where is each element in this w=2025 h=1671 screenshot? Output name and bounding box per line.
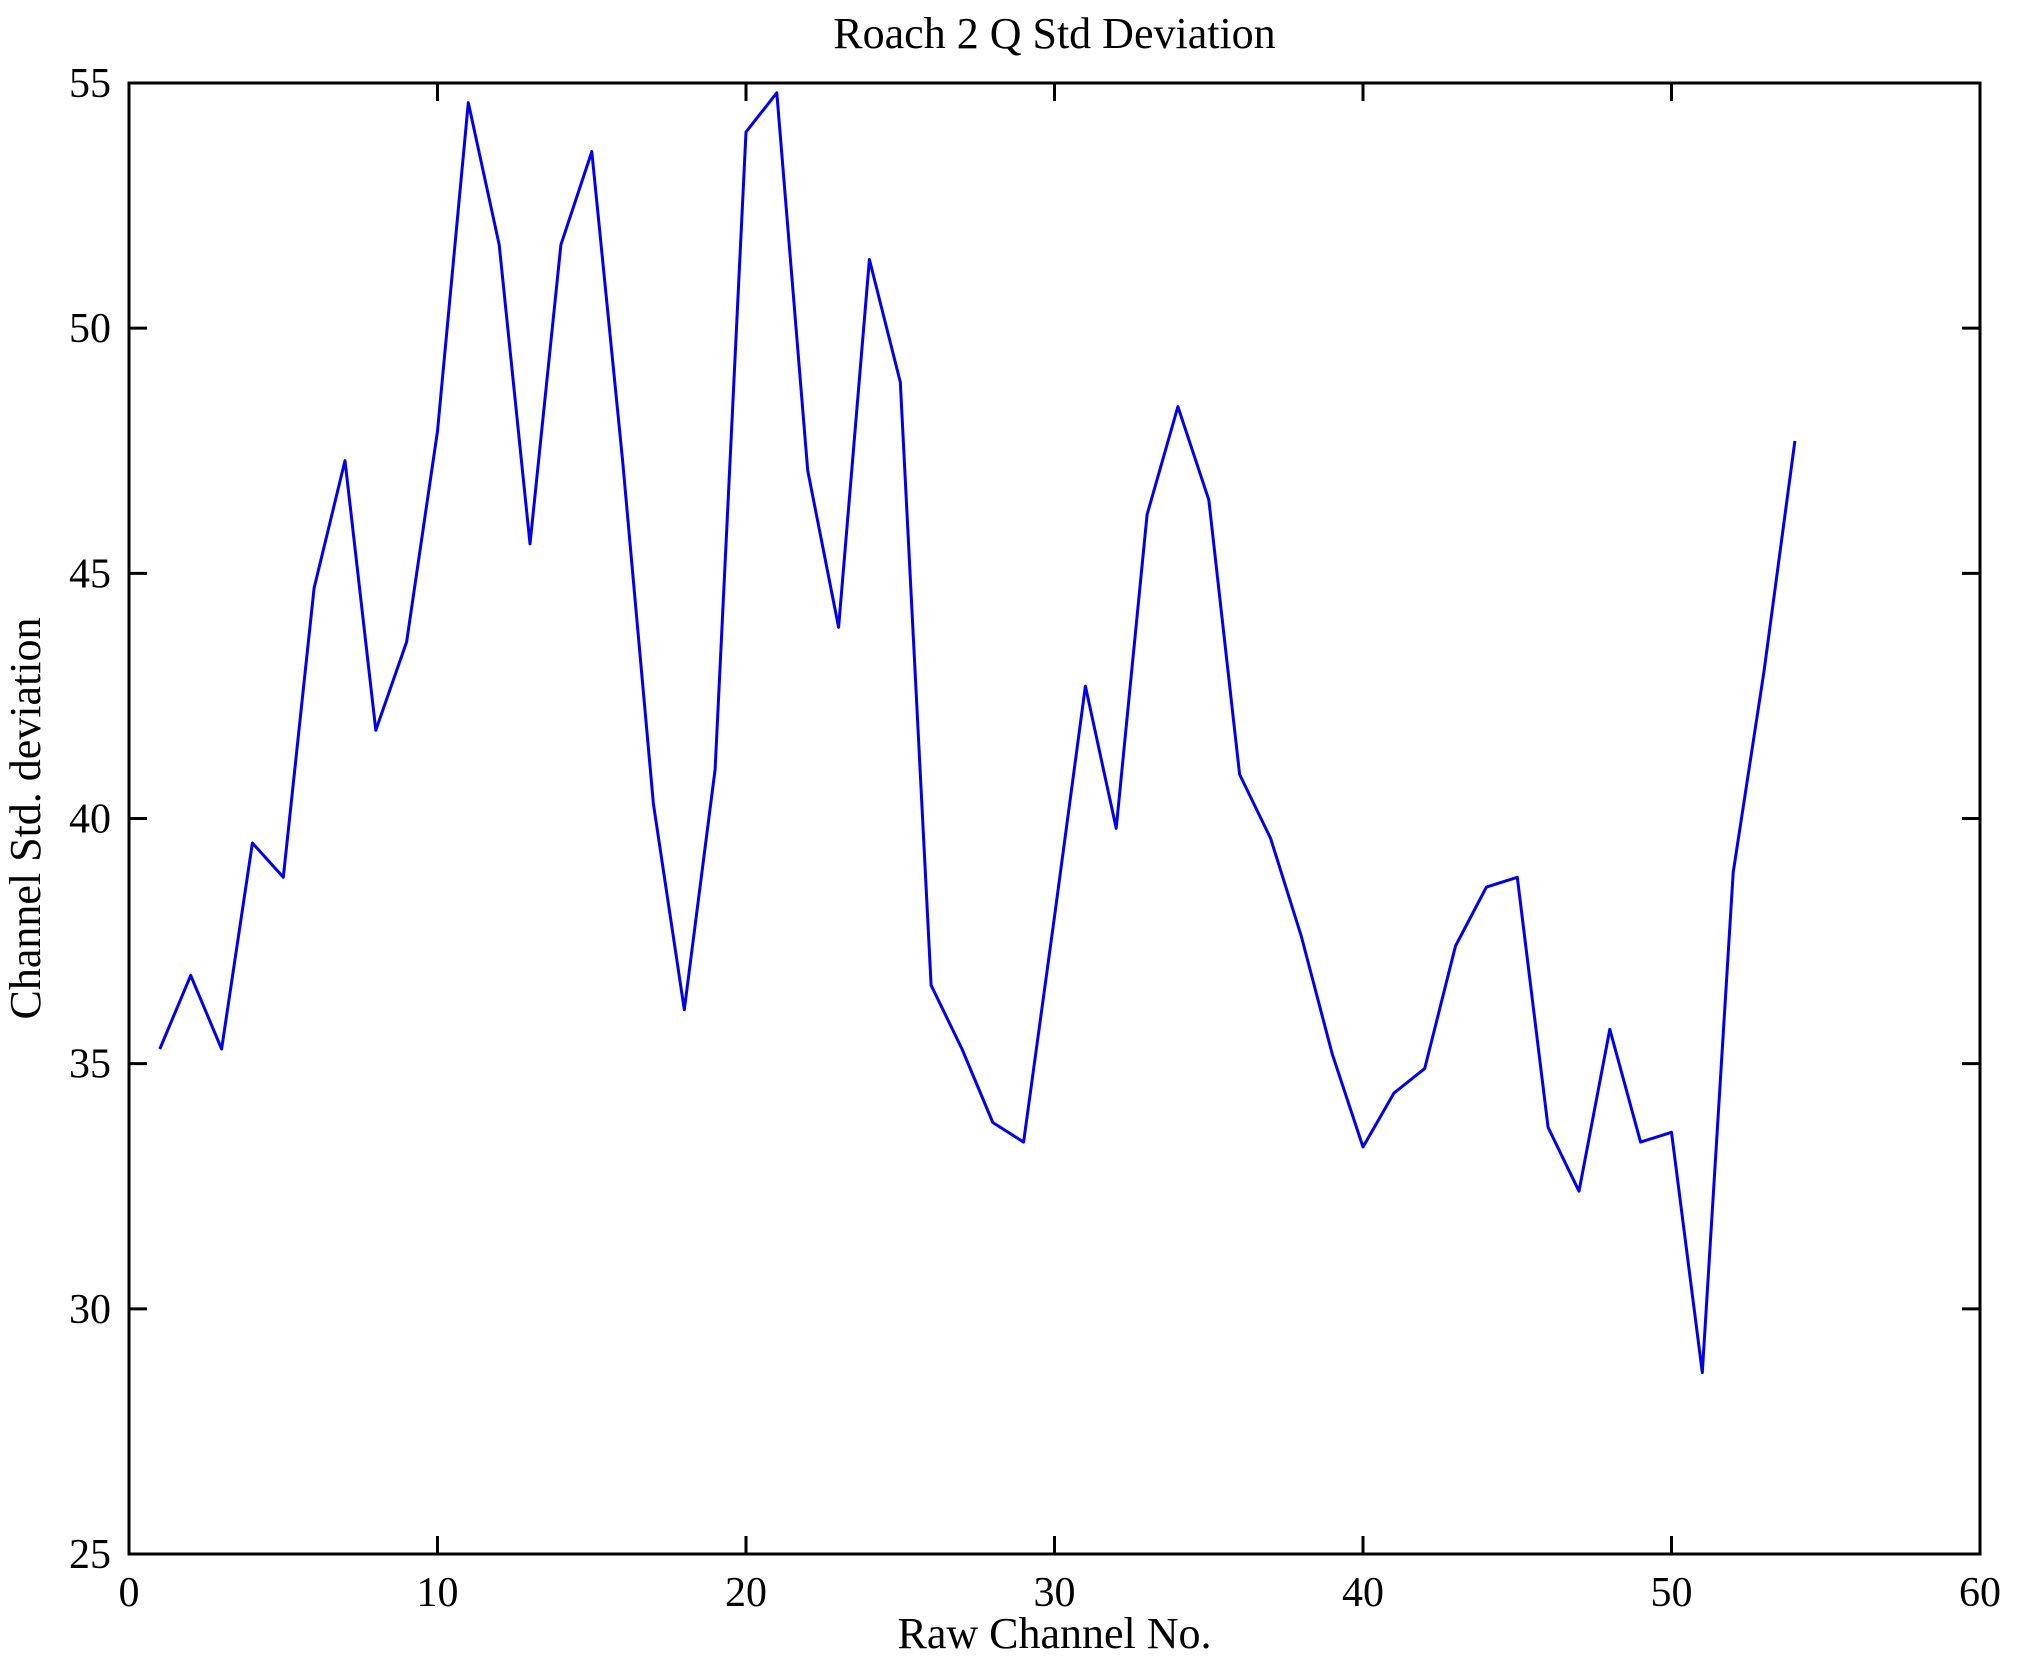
data-series-line [158,91,1797,1375]
y-tick-label: 50 [69,306,111,352]
x-tick-label: 10 [417,1570,459,1616]
x-tick-label: 30 [1034,1570,1076,1616]
x-tick-label: 20 [725,1570,767,1616]
x-tick-label: 0 [119,1570,140,1616]
y-tick-label: 45 [69,551,111,597]
y-tick-label: 55 [69,61,111,107]
y-axis-label: Channel Std. deviation [1,617,50,1019]
plot-border [127,81,1982,1556]
x-tick-label: 40 [1342,1570,1384,1616]
axis-ticks [129,83,1980,1554]
x-axis-label: Raw Channel No. [897,1609,1211,1658]
x-tick-label: 60 [1959,1570,2001,1616]
axis-tick-labels: 0 10 20 30 40 50 60 25 30 35 40 45 50 55 [69,61,2001,1616]
y-tick-label: 40 [69,797,111,843]
x-tick-label: 50 [1651,1570,1693,1616]
y-tick-label: 25 [69,1532,111,1578]
chart-title: Roach 2 Q Std Deviation [833,9,1275,58]
y-tick-label: 30 [69,1287,111,1333]
y-tick-label: 35 [69,1042,111,1088]
